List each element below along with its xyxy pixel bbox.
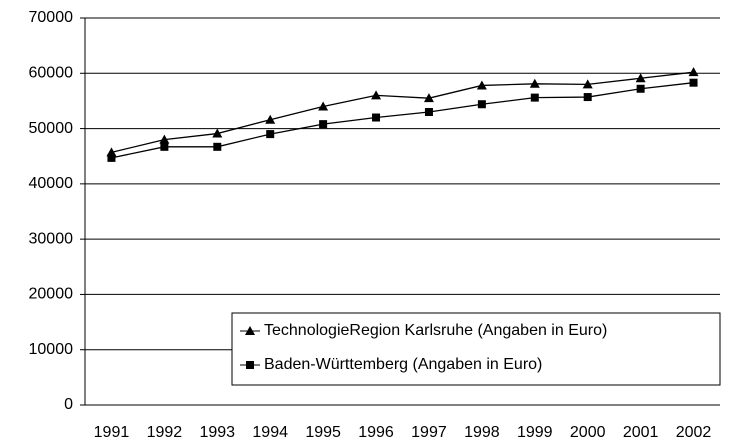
marker <box>476 80 487 90</box>
marker <box>688 67 699 77</box>
y-tick-label: 20000 <box>29 286 74 303</box>
x-tick-label: 2001 <box>623 424 659 441</box>
marker <box>265 114 276 124</box>
marker <box>266 130 275 139</box>
y-tick-label: 70000 <box>29 9 74 26</box>
marker <box>582 79 593 89</box>
marker <box>318 101 329 111</box>
x-tick-label: 1993 <box>199 424 235 441</box>
marker <box>107 153 116 162</box>
line <box>111 71 694 153</box>
legend-label: TechnologieRegion Karlsruhe (Angaben in … <box>264 322 607 339</box>
x-tick-label: 1994 <box>252 424 288 441</box>
x-tick-label: 2000 <box>570 424 606 441</box>
x-tick-label: 1991 <box>94 424 130 441</box>
marker <box>689 78 698 87</box>
marker <box>477 100 486 109</box>
marker <box>423 93 434 103</box>
y-tick-label: 0 <box>64 396 73 413</box>
marker <box>530 93 539 102</box>
legend-marker <box>246 361 254 369</box>
marker <box>372 113 381 122</box>
marker <box>159 134 170 144</box>
marker <box>371 90 382 100</box>
marker <box>636 84 645 93</box>
y-tick-label: 60000 <box>29 65 74 82</box>
marker <box>635 73 646 83</box>
x-tick-label: 1995 <box>305 424 341 441</box>
marker <box>319 120 328 129</box>
x-tick-label: 1998 <box>464 424 500 441</box>
x-tick-label: 1997 <box>411 424 447 441</box>
x-tick-label: 1999 <box>517 424 553 441</box>
legend <box>231 312 721 386</box>
marker <box>583 93 592 102</box>
marker <box>212 128 223 138</box>
marker <box>213 142 222 151</box>
x-tick-label: 1996 <box>358 424 394 441</box>
x-tick-label: 2002 <box>676 424 712 441</box>
x-tick-label: 1992 <box>147 424 183 441</box>
y-tick-label: 30000 <box>29 230 74 247</box>
y-tick-label: 40000 <box>29 175 74 192</box>
legend-marker <box>245 326 255 335</box>
marker <box>424 107 433 116</box>
y-tick-label: 50000 <box>29 120 74 137</box>
line <box>111 82 694 159</box>
y-tick-label: 10000 <box>29 341 74 358</box>
legend-label: Baden-Württemberg (Angaben in Euro) <box>264 356 542 373</box>
marker <box>160 142 169 151</box>
marker <box>529 78 540 88</box>
